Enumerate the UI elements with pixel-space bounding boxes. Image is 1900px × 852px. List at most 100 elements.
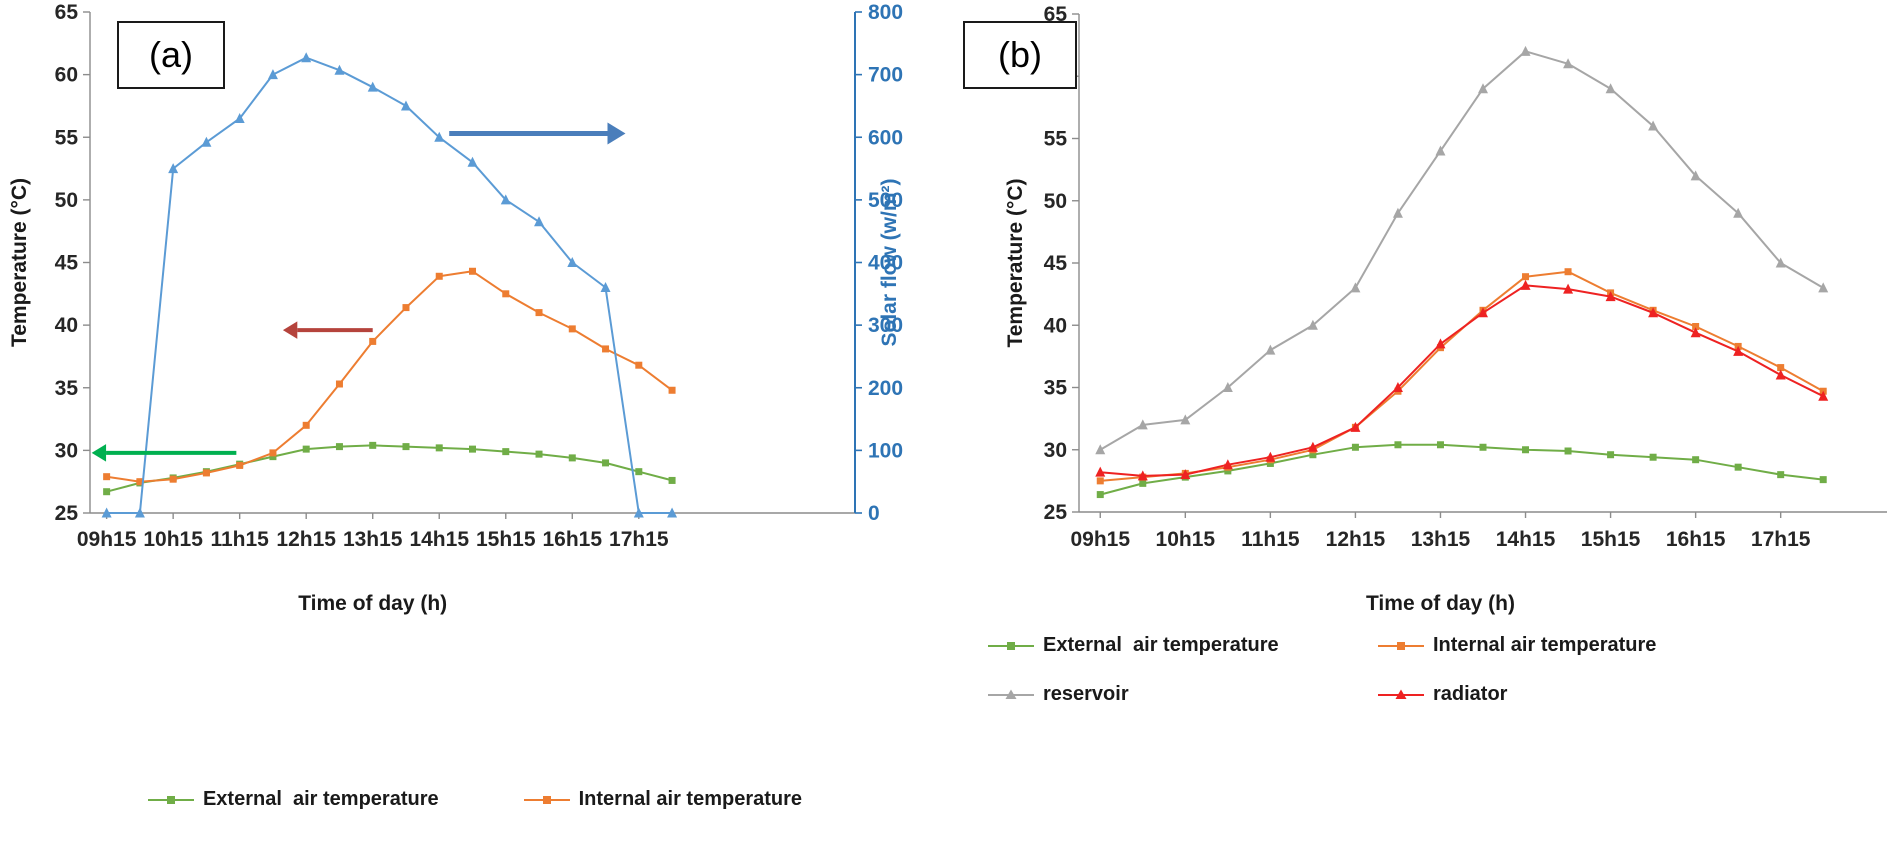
secondary-y-axis-title: Solar flow (w/m²) xyxy=(878,179,901,347)
y-axis-tick-label: 35 xyxy=(55,377,79,400)
legend-item-external-air-temperature: External air temperature xyxy=(988,634,1378,657)
legend-item-radiator: radiator xyxy=(1378,683,1888,706)
x-axis-tick-label: 13h15 xyxy=(1411,528,1471,551)
legend-item-reservoir: reservoir xyxy=(988,683,1378,706)
series-markers-solar-flow xyxy=(101,52,678,518)
legend-label: External air temperature xyxy=(202,788,439,810)
legend-swatch-internal-air-temperature-icon xyxy=(523,795,570,804)
x-axis-tick-label: 09h15 xyxy=(77,528,137,551)
y-axis-tick-label: 30 xyxy=(1044,439,1067,462)
series-markers-external-air-temperature xyxy=(1096,441,1827,499)
secondary-y-axis-tick-label: 100 xyxy=(868,439,903,462)
secondary-y-axis-tick-label: 200 xyxy=(868,377,903,400)
panel-label: (b) xyxy=(998,34,1042,75)
series-line-internal-air-temperature xyxy=(1100,270,1824,482)
panel-label-box xyxy=(963,21,1077,89)
series-line-radiator xyxy=(1100,284,1824,477)
x-axis-tick-label: 09h15 xyxy=(1070,528,1130,551)
x-axis-tick-label: 11h15 xyxy=(210,528,269,551)
series-markers-internal-air-temperature xyxy=(1096,268,1827,485)
internal-temperature-left-axis-arrow xyxy=(282,321,373,339)
x-axis-tick-label: 12h15 xyxy=(1326,528,1386,551)
series-internal-air-temperature xyxy=(103,267,676,486)
secondary-y-axis-tick-label: 800 xyxy=(868,1,903,24)
external-temperature-left-axis-arrow xyxy=(91,444,237,462)
secondary-y-axis-tick-label: 500 xyxy=(868,189,903,212)
series-external-air-temperature xyxy=(103,441,676,496)
y-axis-tick-label: 45 xyxy=(55,252,79,275)
chart-a-legend: External air temperature Internal air tem… xyxy=(0,788,950,811)
legend-swatch-external-air-temperature-icon xyxy=(147,795,194,804)
y-axis-tick-label: 50 xyxy=(55,189,78,212)
y-axis-tick-label: 65 xyxy=(55,1,79,24)
chart-b-legend: External air temperature Internal air tem… xyxy=(988,634,1888,706)
x-axis-title: Time of day (h) xyxy=(298,592,447,615)
legend-label: radiator xyxy=(1433,683,1508,705)
series-markers-reservoir xyxy=(1095,45,1829,455)
series-markers-internal-air-temperature xyxy=(103,267,676,486)
x-axis-tick-label: 16h15 xyxy=(1666,528,1726,551)
series-solar-flow xyxy=(101,52,678,518)
legend-item-internal-air-temperature: Internal air temperature xyxy=(523,788,803,811)
legend-label: Internal air temperature xyxy=(1433,634,1657,656)
legend-swatch-external-air-temperature-icon xyxy=(988,641,1034,650)
secondary-y-axis-tick-label: 0 xyxy=(868,502,880,525)
x-axis-tick-label: 17h15 xyxy=(609,528,669,551)
series-radiator xyxy=(1095,279,1829,481)
series-line-external-air-temperature xyxy=(1100,443,1824,496)
y-axis-tick-label: 60 xyxy=(55,64,78,87)
series-line-solar-flow xyxy=(106,56,673,514)
y-axis-tick-label: 55 xyxy=(55,126,79,149)
y-axis-tick-label: 65 xyxy=(1044,3,1068,26)
y-axis-title: Temperature (°C) xyxy=(8,178,31,347)
legend-item-external-air-temperature: External air temperature xyxy=(147,788,439,811)
legend-item-internal-air-temperature: Internal air temperature xyxy=(1378,634,1888,657)
x-axis-tick-label: 12h15 xyxy=(276,528,336,551)
x-axis-tick-label: 13h15 xyxy=(343,528,403,551)
y-axis-tick-label: 50 xyxy=(1044,190,1067,213)
secondary-y-axis-tick-label: 700 xyxy=(868,64,903,87)
y-axis-tick-label: 30 xyxy=(55,439,78,462)
series-external-air-temperature xyxy=(1096,441,1827,499)
legend-swatch-internal-air-temperature-icon xyxy=(1378,641,1424,650)
secondary-y-axis-tick-label: 300 xyxy=(868,314,903,337)
x-axis-title: Time of day (h) xyxy=(1366,592,1515,615)
chart-b-temperature-components: 25303540455055606509h1510h1511h1512h1513… xyxy=(963,3,1887,615)
legend-swatch-radiator-icon xyxy=(1378,689,1424,699)
x-axis-tick-label: 14h15 xyxy=(1496,528,1556,551)
panel-label-box xyxy=(117,21,225,89)
solar-flow-right-axis-arrow xyxy=(449,122,626,145)
y-axis-tick-label: 45 xyxy=(1044,252,1068,275)
series-markers-external-air-temperature xyxy=(103,441,676,496)
x-axis-tick-label: 15h15 xyxy=(476,528,536,551)
x-axis-tick-label: 15h15 xyxy=(1581,528,1641,551)
legend-label: External air temperature xyxy=(1043,634,1279,656)
x-axis-tick-label: 14h15 xyxy=(409,528,469,551)
series-markers-radiator xyxy=(1095,279,1829,481)
x-axis-tick-label: 11h15 xyxy=(1241,528,1300,551)
series-line-reservoir xyxy=(1099,50,1824,451)
chart-a-temperature-and-solar-flow: 25 30 35 40 45 50 55 60 65 0 100 200 300 400 500 600 700… xyxy=(8,1,903,615)
series-line-internal-air-temperature xyxy=(106,270,673,483)
y-axis-tick-label: 55 xyxy=(1044,128,1068,151)
secondary-y-axis-tick-label: 400 xyxy=(868,252,903,275)
y-axis-tick-label: 25 xyxy=(1044,501,1068,524)
x-axis-tick-label: 16h15 xyxy=(543,528,603,551)
y-axis-tick-label: 35 xyxy=(1044,377,1068,400)
y-axis-tick-label: 40 xyxy=(55,314,78,337)
y-axis-tick-label: 25 xyxy=(55,502,79,525)
x-axis-tick-label: 10h15 xyxy=(143,528,203,551)
series-internal-air-temperature xyxy=(1096,268,1827,485)
secondary-y-axis-tick-label: 600 xyxy=(868,126,903,149)
legend-label: Internal air temperature xyxy=(578,788,803,810)
x-axis-tick-label: 10h15 xyxy=(1156,528,1216,551)
y-axis-tick-label: 40 xyxy=(1044,314,1067,337)
series-reservoir xyxy=(1095,45,1829,455)
y-axis-title: Temperature (°C) xyxy=(1004,178,1027,347)
series-line-external-air-temperature xyxy=(106,444,673,493)
legend-label: reservoir xyxy=(1043,683,1129,705)
x-axis-tick-label: 17h15 xyxy=(1751,528,1811,551)
panel-label: (a) xyxy=(149,34,193,75)
legend-swatch-reservoir-icon xyxy=(988,689,1034,699)
